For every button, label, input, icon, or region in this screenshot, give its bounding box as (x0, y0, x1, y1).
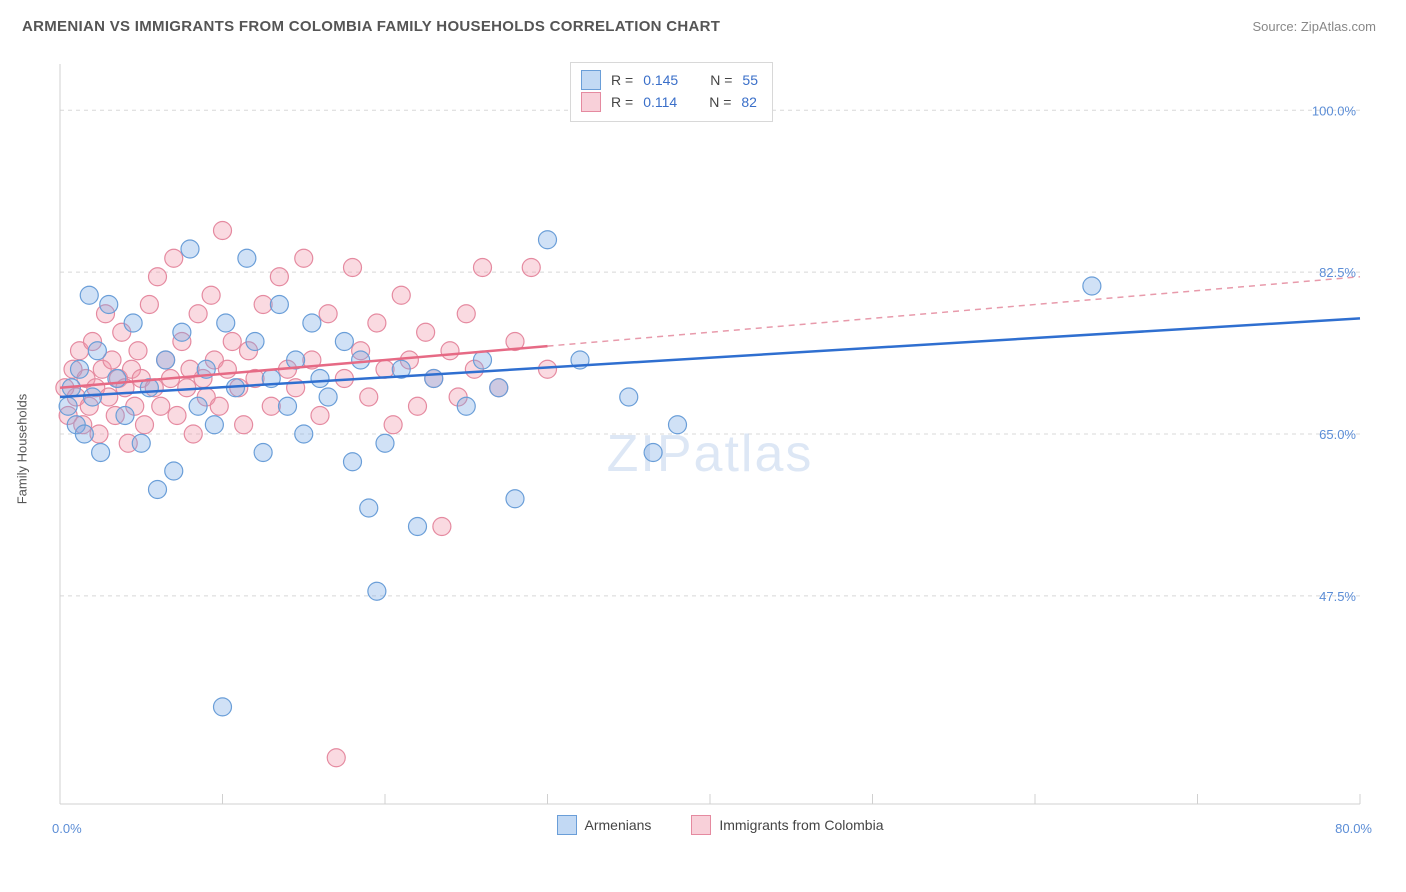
legend-swatch-pink-icon (691, 815, 711, 835)
legend-item-pink: Immigrants from Colombia (691, 815, 883, 835)
n-value-blue: 55 (742, 69, 758, 91)
n-label: N = (710, 69, 732, 91)
legend-row-pink: R = 0.114 N = 82 (581, 91, 758, 113)
n-label: N = (709, 91, 731, 113)
legend-swatch-pink-icon (581, 92, 601, 112)
correlation-legend: R = 0.145 N = 55 R = 0.114 N = 82 (570, 62, 773, 122)
r-label: R = (611, 69, 633, 91)
y-axis-label: Family Households (15, 394, 30, 505)
chart-area: Family Households 47.5%65.0%82.5%100.0%Z… (50, 54, 1390, 844)
legend-item-blue: Armenians (557, 815, 652, 835)
svg-text:100.0%: 100.0% (1312, 103, 1357, 118)
legend-swatch-blue-icon (557, 815, 577, 835)
svg-text:47.5%: 47.5% (1319, 589, 1356, 604)
svg-text:65.0%: 65.0% (1319, 427, 1356, 442)
legend-label-blue: Armenians (585, 817, 652, 833)
series-legend: Armenians Immigrants from Colombia (50, 815, 1390, 838)
legend-swatch-blue-icon (581, 70, 601, 90)
r-value-pink: 0.114 (643, 91, 677, 113)
legend-row-blue: R = 0.145 N = 55 (581, 69, 758, 91)
scatter-plot-svg: 47.5%65.0%82.5%100.0%ZIPatlas (50, 54, 1380, 824)
source-attribution: Source: ZipAtlas.com (1252, 19, 1376, 34)
chart-header: ARMENIAN VS IMMIGRANTS FROM COLOMBIA FAM… (0, 0, 1406, 43)
legend-label-pink: Immigrants from Colombia (719, 817, 883, 833)
r-label: R = (611, 91, 633, 113)
svg-text:ZIPatlas: ZIPatlas (607, 425, 814, 483)
n-value-pink: 82 (741, 91, 757, 113)
r-value-blue: 0.145 (643, 69, 678, 91)
chart-title: ARMENIAN VS IMMIGRANTS FROM COLOMBIA FAM… (22, 18, 720, 35)
